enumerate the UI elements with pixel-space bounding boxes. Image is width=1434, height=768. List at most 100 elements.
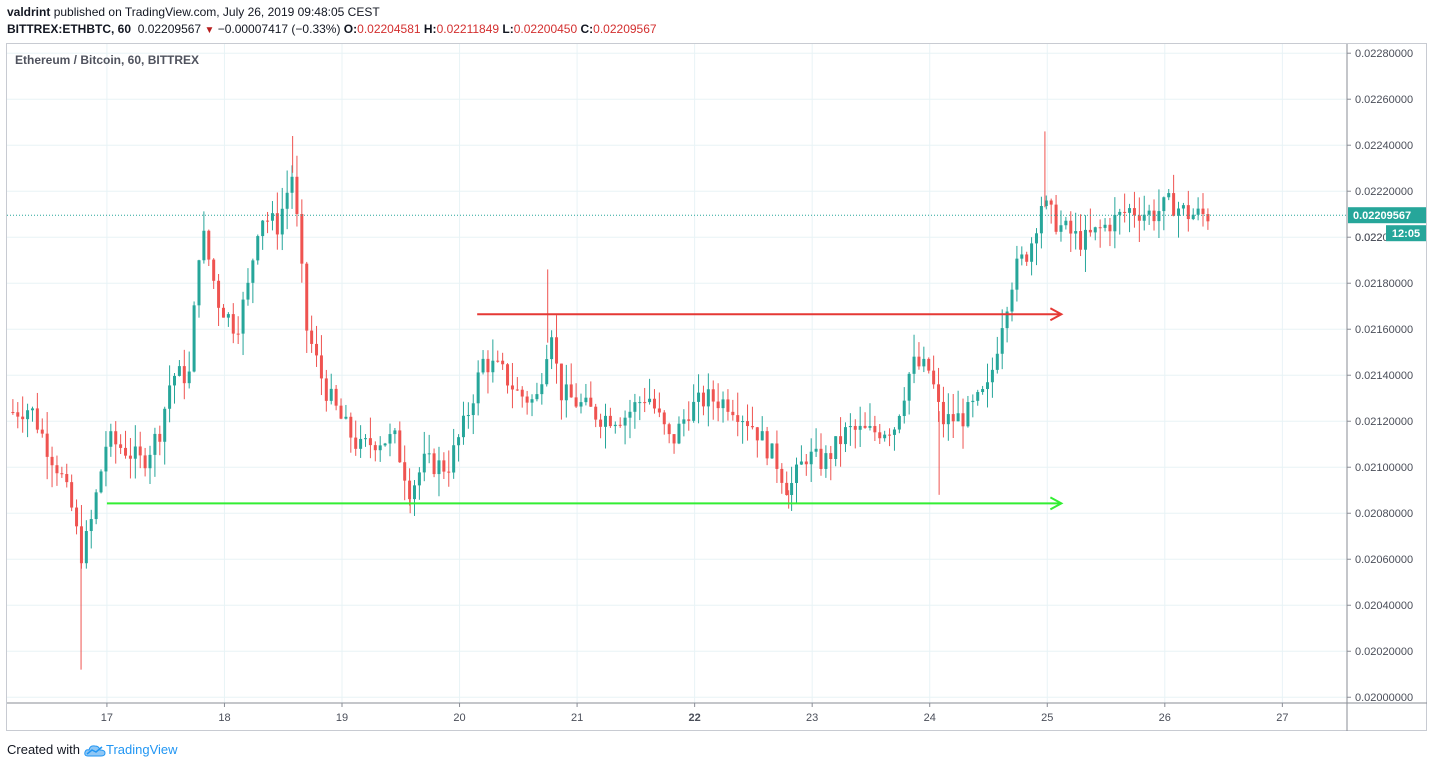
footer: Created with TradingView [7,742,178,757]
candle-down [520,389,524,397]
last-price-text: 0.02209567 [137,22,202,36]
candle-down [746,421,750,427]
candle-down [236,333,240,335]
candle-up [1162,197,1166,212]
candle-up [1167,193,1171,198]
candle-down [687,419,691,421]
candle-down [667,424,671,435]
candle-down [21,416,25,420]
author-name[interactable]: valdrint [7,5,51,19]
candle-down [643,402,647,404]
candle-up [530,399,534,403]
time-tick-label: 26 [1159,712,1171,724]
candle-up [613,424,617,427]
candle-up [770,443,774,459]
candle-down [506,364,510,386]
price-tick-label: 0.02100000 [1355,462,1413,474]
price-tick-label: 0.02080000 [1355,508,1413,520]
candle-up [84,531,88,564]
candle-down [819,448,823,469]
price-tick-label: 0.02120000 [1355,416,1413,428]
candle-down [16,412,20,417]
candle-down [1132,208,1136,216]
candle-down [937,384,941,402]
candle-down [1186,205,1190,220]
candle-down [182,366,186,384]
candle-down [780,468,784,483]
candle-down [618,424,622,426]
tradingview-logo[interactable]: TradingView [84,742,178,757]
candle-down [804,461,808,465]
candle-down [1108,224,1112,232]
candle-up [706,389,710,407]
candle-up [633,402,637,412]
candle-down [65,474,69,483]
candle-up [329,388,333,401]
candle-down [501,360,505,365]
candle-up [946,414,950,425]
candle-up [1147,210,1151,215]
close-value: 0.02209567 [593,22,657,36]
candle-up [1191,214,1195,220]
candle-up [677,423,681,444]
candle-down [951,414,955,422]
candle-down [1152,210,1156,222]
candle-down [701,392,705,407]
candle-down [888,434,892,436]
candle-up [795,464,799,484]
candle-up [109,431,113,447]
candle-up [177,366,181,376]
candle-down [765,431,769,459]
chart-header: valdrint published on TradingView.com, J… [7,4,1427,42]
candle-up [1039,206,1043,234]
candle-up [89,519,93,532]
candle-up [104,446,108,472]
candle-up [388,434,392,444]
candle-down [917,356,921,367]
candle-down [1137,215,1141,221]
candle-down [158,433,162,442]
last-price-tag [1348,207,1426,224]
candle-up [648,398,652,403]
candle-down [310,330,314,344]
candle-up [682,419,686,424]
candle-down [932,370,936,385]
candle-up [476,372,480,404]
candle-up [540,384,544,395]
candle-up [1000,328,1004,354]
candle-down [447,471,451,473]
candle-up [226,314,230,318]
candle-up [1059,225,1063,232]
candle-down [711,389,715,402]
candle-down [775,443,779,469]
close-label: C: [580,22,594,36]
candle-up [922,358,926,367]
candle-up [344,416,348,419]
candle-up [173,375,176,386]
candle-up [246,282,250,300]
candle-down [432,453,436,475]
candle-up [1093,227,1097,233]
candle-up [892,429,896,435]
chart-frame[interactable] [6,43,1427,731]
candle-up [883,434,887,439]
candle-down [927,358,931,371]
candle-up [427,453,431,455]
candle-down [1123,211,1127,213]
candle-down [1098,227,1102,229]
candle-up [550,337,554,360]
candle-down [863,425,867,428]
candle-up [741,421,745,423]
candle-down [510,385,514,390]
candle-down [403,462,407,481]
candle-down [11,412,15,414]
time-tick-label: 24 [924,712,936,724]
time-tick-label: 25 [1041,712,1053,724]
candle-up [1113,214,1117,232]
price-tick-label: 0.02040000 [1355,600,1413,612]
price-chart[interactable]: 0.02280000 0.02260000 0.02240000 0.02220000… [0,0,1434,740]
candle-down [1025,254,1029,262]
candle-up [457,437,461,446]
candle-up [990,369,994,383]
candle-up [907,373,911,401]
